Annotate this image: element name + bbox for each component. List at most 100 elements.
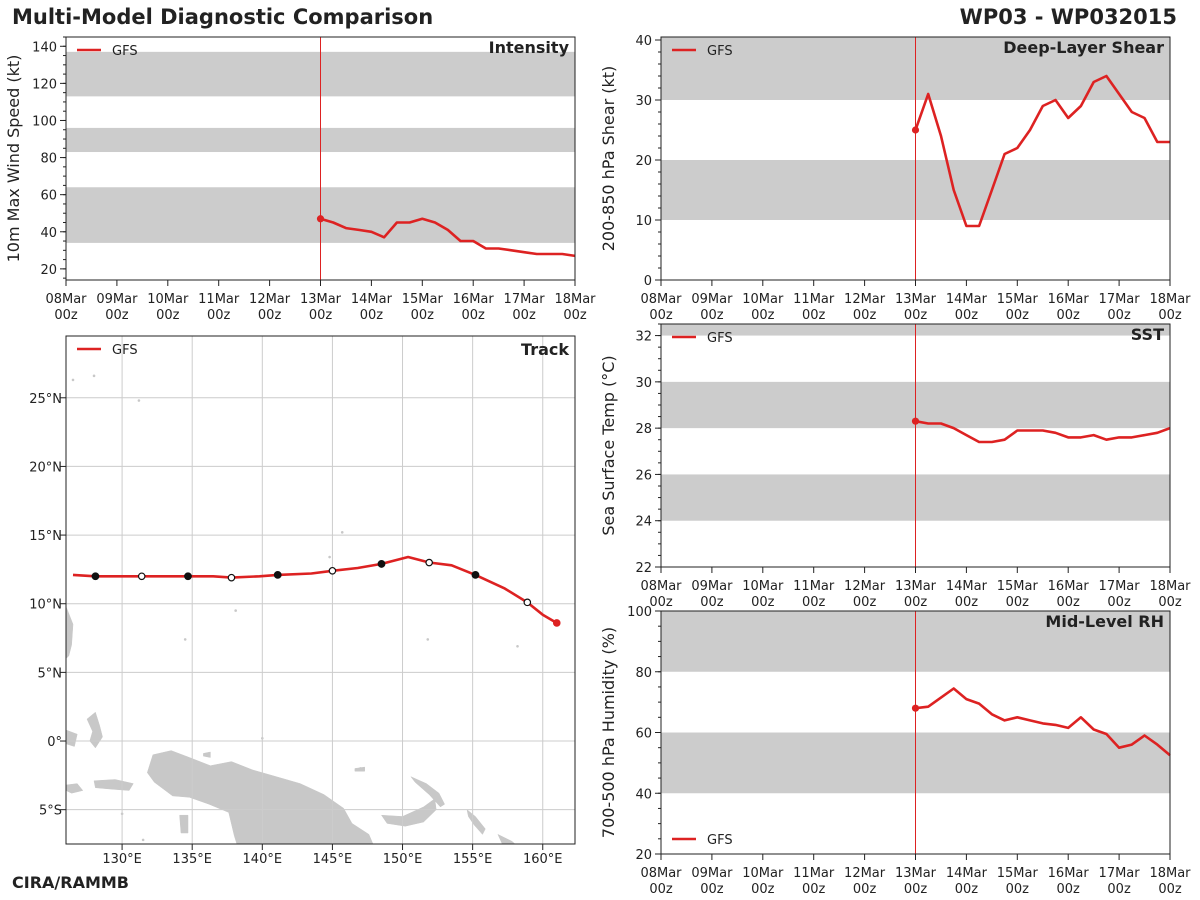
intensity-legend-label: GFS [112, 44, 138, 59]
track-panel: 130°E 135°E 140°E 145°E 150°E 155°E 160°E 5°S 0°… [29, 335, 576, 867]
intensity-y-tick-label: 100 [32, 114, 57, 129]
sst-x-tick-label: 10Mar [742, 579, 784, 594]
intensity-x-tick-label: 18Mar [554, 292, 596, 307]
sst-x-tick-label: 15Mar [997, 579, 1039, 594]
rh-panel: 2040608010008Mar00z09Mar00z10Mar00z11Mar… [599, 605, 1191, 897]
track-lat-tick-label: 10°N [29, 598, 62, 613]
sst-y-axis-label: Sea Surface Temp (°C) [599, 355, 618, 535]
intensity-x-tick-label: 15Mar [402, 292, 444, 307]
track-title: Track [521, 340, 569, 359]
sst-x-tick-label: 18Mar [1149, 579, 1191, 594]
halmahera-island [86, 711, 103, 749]
shear-x-tick-label: 00z [751, 308, 775, 323]
track-lat-tick-label: 5°N [38, 666, 63, 681]
intensity-x-tick-label: 00z [207, 308, 231, 323]
sst-x-tick-label: 00z [1158, 595, 1182, 610]
rh-x-tick-label: 00z [1057, 882, 1081, 897]
small-islet [426, 638, 430, 641]
rh-gfs-series-line [915, 687, 1171, 757]
track-gfs-path [72, 555, 558, 625]
intensity-y-tick-label: 40 [40, 226, 57, 241]
sst-x-tick-label: 00z [1107, 595, 1131, 610]
shear-y-tick-label: 20 [635, 154, 652, 169]
rh-y-tick-label: 100 [627, 605, 652, 620]
solomon-islands [497, 833, 516, 844]
rh-x-tick-label: 00z [649, 882, 673, 897]
intensity-x-tick-label: 12Mar [249, 292, 291, 307]
track-12h-marker [425, 558, 433, 567]
intensity-x-tick-label: 00z [462, 308, 486, 323]
small-islet [183, 638, 187, 641]
small-islet [92, 374, 96, 378]
sst-x-tick-label: 00z [853, 595, 877, 610]
shear-x-tick-label: 12Mar [844, 292, 886, 307]
sst-y-tick-label: 28 [635, 422, 652, 437]
shear-y-tick-label: 10 [635, 214, 652, 229]
shear-x-tick-label: 08Mar [640, 292, 682, 307]
intensity-x-tick-label: 00z [563, 308, 587, 323]
track-lon-tick-label: 155°E [453, 852, 493, 867]
intensity-y-tick-label: 20 [40, 263, 57, 278]
track-lon-tick-label: 130°E [102, 852, 142, 867]
rh-x-tick-label: 09Mar [691, 866, 733, 881]
intensity-x-tick-label: 11Mar [198, 292, 240, 307]
sst-y-tick-label: 32 [635, 330, 652, 345]
rh-gfs-start-point [911, 704, 920, 712]
rh-y-tick-label: 40 [635, 787, 652, 802]
track-lon-tick-label: 145°E [313, 852, 353, 867]
shear-y-tick-label: 30 [635, 94, 652, 109]
small-islet [71, 378, 75, 382]
shear-x-tick-label: 00z [802, 308, 826, 323]
sst-x-tick-label: 14Mar [946, 579, 988, 594]
shear-y-axis-label: 200-850 hPa Shear (kt) [599, 66, 618, 252]
sst-x-tick-label: 00z [649, 595, 673, 610]
sst-y-tick-label: 24 [635, 515, 652, 530]
track-day-marker [377, 560, 386, 568]
storm-id: WP03 - WP032015 [959, 5, 1177, 29]
rh-x-tick-label: 00z [802, 882, 826, 897]
intensity-x-tick-label: 17Mar [504, 292, 546, 307]
track-lat-tick-label: 0° [47, 735, 62, 750]
intensity-x-tick-label: 09Mar [96, 292, 138, 307]
intensity-x-tick-label: 13Mar [300, 292, 342, 307]
small-islet [328, 555, 331, 559]
track-lat-tick-label: 25°N [29, 392, 62, 407]
intensity-x-tick-label: 00z [258, 308, 282, 323]
shear-x-tick-label: 00z [853, 308, 877, 323]
shear-x-tick-label: 00z [1158, 308, 1182, 323]
rh-x-tick-label: 08Mar [640, 866, 682, 881]
intensity-title: Intensity [489, 38, 570, 57]
intensity-y-axis-label: 10m Max Wind Speed (kt) [4, 55, 23, 263]
sst-gfs-start-point [911, 417, 920, 425]
shear-x-tick-label: 10Mar [742, 292, 784, 307]
intensity-x-tick-label: 00z [156, 308, 180, 323]
small-islet [137, 399, 141, 402]
rh-x-tick-label: 11Mar [793, 866, 835, 881]
track-map-area [66, 336, 575, 844]
track-12h-marker [137, 572, 146, 581]
sst-x-tick-label: 11Mar [793, 579, 835, 594]
rh-x-tick-label: 00z [904, 882, 928, 897]
small-islet [516, 644, 519, 648]
track-start-point [552, 619, 561, 627]
shear-x-tick-label: 11Mar [793, 292, 835, 307]
shear-frame [660, 36, 1171, 281]
rh-y-axis-label: 700-500 hPa Humidity (%) [599, 627, 618, 838]
intensity-gfs-series-line [320, 217, 576, 258]
track-lon-tick-label: 160°E [523, 852, 563, 867]
buru-island [66, 783, 84, 794]
shear-x-tick-label: 17Mar [1099, 292, 1141, 307]
rh-y-tick-label: 20 [635, 848, 652, 863]
rh-x-tick-label: 10Mar [742, 866, 784, 881]
intensity-gfs-start-point [316, 215, 325, 223]
shear-panel: 01020304008Mar00z09Mar00z10Mar00z11Mar00… [599, 34, 1191, 323]
sst-x-tick-label: 00z [1006, 595, 1030, 610]
new-ireland-island [410, 776, 445, 808]
shear-legend-label: GFS [707, 44, 733, 59]
intensity-x-tick-label: 00z [411, 308, 435, 323]
shear-x-tick-label: 18Mar [1149, 292, 1191, 307]
intensity-x-tick-label: 00z [360, 308, 384, 323]
rh-x-tick-label: 18Mar [1149, 866, 1191, 881]
rh-x-tick-label: 15Mar [997, 866, 1039, 881]
